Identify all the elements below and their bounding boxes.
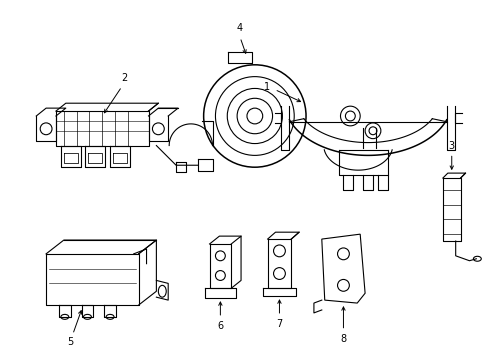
Text: 2: 2 [121,73,127,82]
Text: 3: 3 [448,140,454,150]
Text: 1: 1 [263,82,269,93]
Text: 8: 8 [340,333,346,343]
Text: 4: 4 [237,23,243,33]
Text: 6: 6 [217,321,223,331]
Text: 7: 7 [276,319,282,329]
Text: 5: 5 [67,337,74,347]
